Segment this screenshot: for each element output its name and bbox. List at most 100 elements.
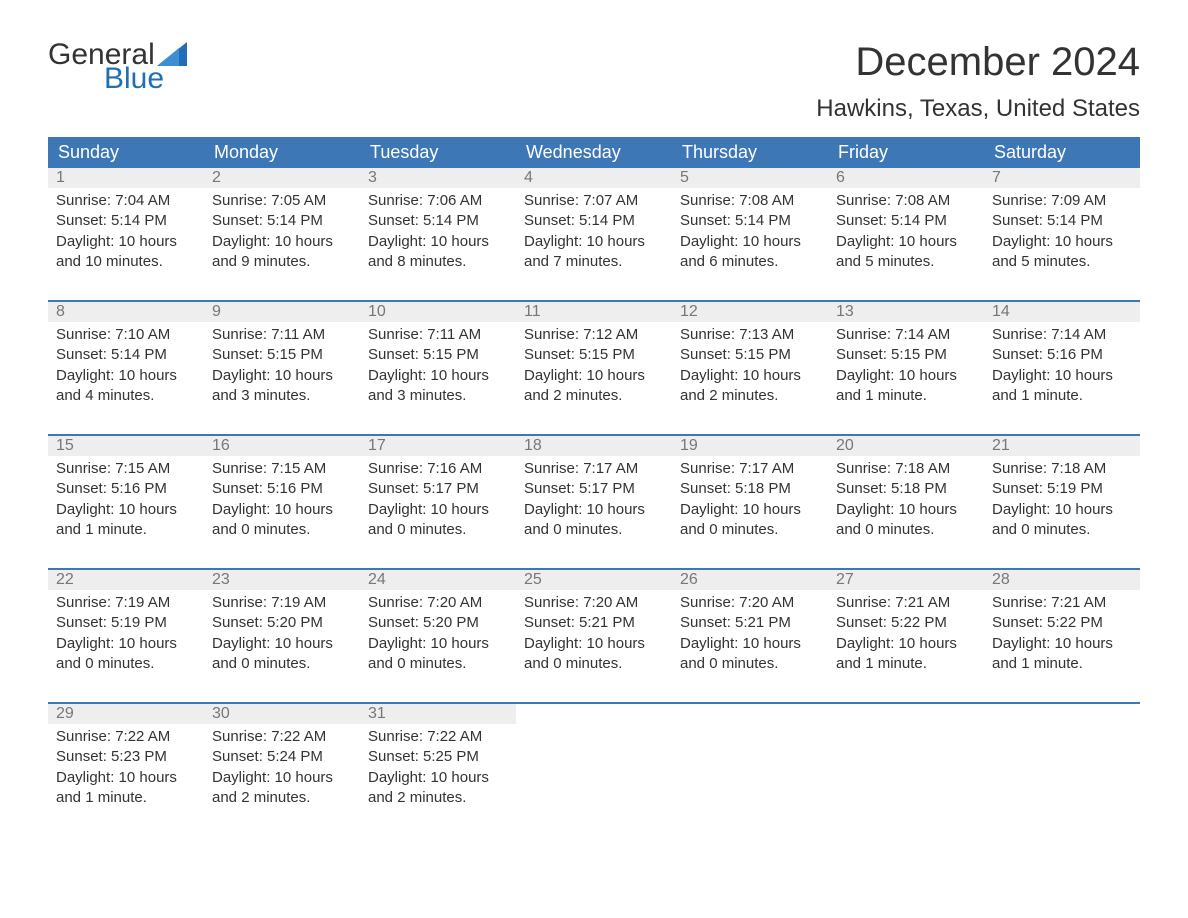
brand-word2: Blue bbox=[104, 64, 187, 94]
d1-text: Daylight: 10 hours bbox=[56, 232, 196, 252]
day-number-cell: 27 bbox=[828, 568, 984, 590]
d2-text: and 5 minutes. bbox=[992, 252, 1132, 272]
day-detail-row: Sunrise: 7:15 AMSunset: 5:16 PMDaylight:… bbox=[48, 456, 1140, 568]
d1-text: Daylight: 10 hours bbox=[56, 366, 196, 386]
sunset-text: Sunset: 5:23 PM bbox=[56, 747, 196, 767]
d2-text: and 7 minutes. bbox=[524, 252, 664, 272]
day-number-cell: 5 bbox=[672, 168, 828, 188]
day-number-row: 22232425262728 bbox=[48, 568, 1140, 590]
weekday-header: Monday bbox=[204, 137, 360, 168]
day-detail-row: Sunrise: 7:10 AMSunset: 5:14 PMDaylight:… bbox=[48, 322, 1140, 434]
sunrise-text: Sunrise: 7:22 AM bbox=[212, 727, 352, 747]
weekday-header: Tuesday bbox=[360, 137, 516, 168]
sunset-text: Sunset: 5:14 PM bbox=[680, 211, 820, 231]
day-number-cell: 22 bbox=[48, 568, 204, 590]
d1-text: Daylight: 10 hours bbox=[368, 500, 508, 520]
sunrise-text: Sunrise: 7:20 AM bbox=[524, 593, 664, 613]
d2-text: and 5 minutes. bbox=[836, 252, 976, 272]
day-number-cell: 13 bbox=[828, 300, 984, 322]
day-detail-cell: Sunrise: 7:05 AMSunset: 5:14 PMDaylight:… bbox=[204, 188, 360, 300]
d1-text: Daylight: 10 hours bbox=[368, 634, 508, 654]
d2-text: and 0 minutes. bbox=[368, 520, 508, 540]
day-number-cell: 24 bbox=[360, 568, 516, 590]
day-number-cell: 26 bbox=[672, 568, 828, 590]
sunset-text: Sunset: 5:25 PM bbox=[368, 747, 508, 767]
d2-text: and 2 minutes. bbox=[368, 788, 508, 808]
day-number-row: 1234567 bbox=[48, 168, 1140, 188]
day-number-cell: 25 bbox=[516, 568, 672, 590]
day-detail-cell: Sunrise: 7:22 AMSunset: 5:24 PMDaylight:… bbox=[204, 724, 360, 836]
day-number-cell bbox=[516, 702, 672, 724]
day-detail-cell bbox=[516, 724, 672, 836]
d1-text: Daylight: 10 hours bbox=[680, 366, 820, 386]
day-number-cell: 28 bbox=[984, 568, 1140, 590]
day-detail-row: Sunrise: 7:22 AMSunset: 5:23 PMDaylight:… bbox=[48, 724, 1140, 836]
day-number-cell: 2 bbox=[204, 168, 360, 188]
day-detail-cell: Sunrise: 7:20 AMSunset: 5:20 PMDaylight:… bbox=[360, 590, 516, 702]
sunrise-text: Sunrise: 7:17 AM bbox=[680, 459, 820, 479]
day-detail-cell: Sunrise: 7:17 AMSunset: 5:17 PMDaylight:… bbox=[516, 456, 672, 568]
day-number-cell: 14 bbox=[984, 300, 1140, 322]
sunset-text: Sunset: 5:22 PM bbox=[836, 613, 976, 633]
sunrise-text: Sunrise: 7:12 AM bbox=[524, 325, 664, 345]
day-number-row: 293031 bbox=[48, 702, 1140, 724]
sunset-text: Sunset: 5:14 PM bbox=[56, 211, 196, 231]
day-detail-cell: Sunrise: 7:09 AMSunset: 5:14 PMDaylight:… bbox=[984, 188, 1140, 300]
day-number-cell: 1 bbox=[48, 168, 204, 188]
d1-text: Daylight: 10 hours bbox=[368, 232, 508, 252]
sunrise-text: Sunrise: 7:14 AM bbox=[836, 325, 976, 345]
sunrise-text: Sunrise: 7:19 AM bbox=[212, 593, 352, 613]
day-detail-cell: Sunrise: 7:19 AMSunset: 5:20 PMDaylight:… bbox=[204, 590, 360, 702]
day-number-cell: 18 bbox=[516, 434, 672, 456]
d2-text: and 3 minutes. bbox=[212, 386, 352, 406]
day-number-cell: 17 bbox=[360, 434, 516, 456]
day-detail-cell: Sunrise: 7:18 AMSunset: 5:19 PMDaylight:… bbox=[984, 456, 1140, 568]
day-detail-cell: Sunrise: 7:11 AMSunset: 5:15 PMDaylight:… bbox=[360, 322, 516, 434]
sunrise-text: Sunrise: 7:19 AM bbox=[56, 593, 196, 613]
header: General Blue December 2024 Hawkins, Texa… bbox=[48, 40, 1140, 123]
day-detail-cell: Sunrise: 7:07 AMSunset: 5:14 PMDaylight:… bbox=[516, 188, 672, 300]
d1-text: Daylight: 10 hours bbox=[212, 500, 352, 520]
weekday-header: Wednesday bbox=[516, 137, 672, 168]
day-number-cell: 11 bbox=[516, 300, 672, 322]
d2-text: and 2 minutes. bbox=[212, 788, 352, 808]
day-number-row: 891011121314 bbox=[48, 300, 1140, 322]
sunrise-text: Sunrise: 7:11 AM bbox=[212, 325, 352, 345]
sunset-text: Sunset: 5:15 PM bbox=[524, 345, 664, 365]
day-detail-cell: Sunrise: 7:14 AMSunset: 5:16 PMDaylight:… bbox=[984, 322, 1140, 434]
sunrise-text: Sunrise: 7:10 AM bbox=[56, 325, 196, 345]
sunrise-text: Sunrise: 7:16 AM bbox=[368, 459, 508, 479]
sunset-text: Sunset: 5:14 PM bbox=[212, 211, 352, 231]
day-detail-cell: Sunrise: 7:10 AMSunset: 5:14 PMDaylight:… bbox=[48, 322, 204, 434]
day-detail-cell: Sunrise: 7:06 AMSunset: 5:14 PMDaylight:… bbox=[360, 188, 516, 300]
d2-text: and 0 minutes. bbox=[680, 520, 820, 540]
sunrise-text: Sunrise: 7:06 AM bbox=[368, 191, 508, 211]
sunrise-text: Sunrise: 7:22 AM bbox=[56, 727, 196, 747]
d1-text: Daylight: 10 hours bbox=[836, 634, 976, 654]
sunset-text: Sunset: 5:15 PM bbox=[212, 345, 352, 365]
d1-text: Daylight: 10 hours bbox=[680, 500, 820, 520]
day-detail-cell: Sunrise: 7:04 AMSunset: 5:14 PMDaylight:… bbox=[48, 188, 204, 300]
d2-text: and 0 minutes. bbox=[56, 654, 196, 674]
d2-text: and 9 minutes. bbox=[212, 252, 352, 272]
day-detail-cell: Sunrise: 7:16 AMSunset: 5:17 PMDaylight:… bbox=[360, 456, 516, 568]
weekday-header: Saturday bbox=[984, 137, 1140, 168]
sunset-text: Sunset: 5:16 PM bbox=[56, 479, 196, 499]
d2-text: and 6 minutes. bbox=[680, 252, 820, 272]
sunset-text: Sunset: 5:17 PM bbox=[368, 479, 508, 499]
sunrise-text: Sunrise: 7:20 AM bbox=[680, 593, 820, 613]
day-number-cell bbox=[828, 702, 984, 724]
day-detail-cell: Sunrise: 7:08 AMSunset: 5:14 PMDaylight:… bbox=[828, 188, 984, 300]
sunset-text: Sunset: 5:24 PM bbox=[212, 747, 352, 767]
day-number-cell: 8 bbox=[48, 300, 204, 322]
day-number-cell: 29 bbox=[48, 702, 204, 724]
sunset-text: Sunset: 5:14 PM bbox=[992, 211, 1132, 231]
sunrise-text: Sunrise: 7:08 AM bbox=[680, 191, 820, 211]
day-detail-cell: Sunrise: 7:21 AMSunset: 5:22 PMDaylight:… bbox=[984, 590, 1140, 702]
weekday-header: Thursday bbox=[672, 137, 828, 168]
d1-text: Daylight: 10 hours bbox=[368, 768, 508, 788]
d2-text: and 0 minutes. bbox=[212, 654, 352, 674]
d2-text: and 1 minute. bbox=[56, 788, 196, 808]
d1-text: Daylight: 10 hours bbox=[56, 768, 196, 788]
d1-text: Daylight: 10 hours bbox=[524, 366, 664, 386]
